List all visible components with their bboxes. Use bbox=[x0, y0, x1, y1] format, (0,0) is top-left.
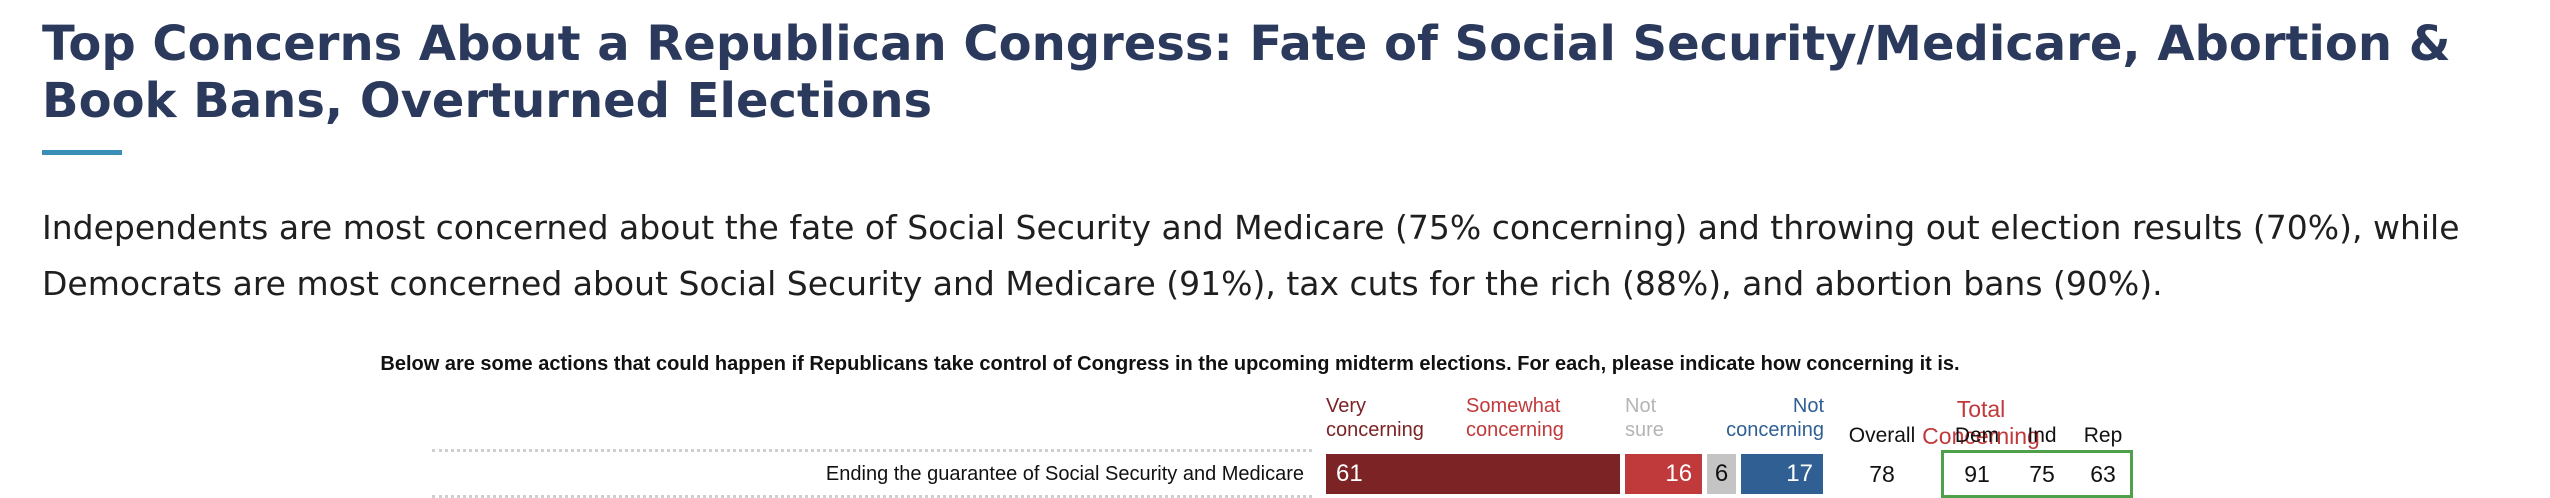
legend-not-line1: Not bbox=[1792, 395, 1824, 417]
bar-value-label: 6 bbox=[1714, 460, 1729, 487]
legend-not-line2: concerning bbox=[1726, 419, 1824, 441]
bar-value-label: 17 bbox=[1786, 460, 1813, 487]
bar-very-concerning: 61 bbox=[1326, 454, 1621, 494]
legend-not-concerning: Not concerning bbox=[1714, 394, 1824, 442]
legend-not-sure: Not sure bbox=[1625, 394, 1664, 442]
legend-very-line1: Very bbox=[1326, 395, 1367, 417]
legend-very-line2: concerning bbox=[1326, 419, 1424, 441]
overall-value: 78 bbox=[1869, 461, 1895, 487]
row-label: Ending the guarantee of Social Security … bbox=[825, 463, 1304, 485]
col-overall: Overall bbox=[1848, 424, 1916, 447]
intro-paragraph: Independents are most concerned about th… bbox=[42, 208, 2460, 303]
row-divider bbox=[432, 495, 1312, 498]
bar-not-sure: 6 bbox=[1707, 454, 1737, 494]
bar-value-label: 16 bbox=[1665, 460, 1693, 487]
legend-not-sure-line2: sure bbox=[1625, 419, 1664, 441]
col-rep: Rep bbox=[2083, 424, 2123, 447]
legend-somewhat-concerning: Somewhat concerning bbox=[1466, 394, 1564, 442]
total-concerning-header: Total Concerning bbox=[1922, 396, 2040, 449]
bar-not-concerning: 17 bbox=[1741, 454, 1823, 494]
legend-very-concerning: Very concerning bbox=[1326, 394, 1424, 442]
party-values-highlight bbox=[1941, 450, 2133, 498]
legend-not-sure-line1: Not bbox=[1625, 395, 1657, 417]
rep-value: 63 bbox=[2090, 461, 2116, 487]
title-underline bbox=[42, 150, 122, 155]
row-divider bbox=[432, 449, 1312, 452]
legend-somewhat-line1: Somewhat bbox=[1466, 395, 1561, 417]
col-ind: Ind bbox=[2027, 424, 2057, 447]
col-dem: Dem bbox=[1954, 424, 2000, 447]
page-title: Top Concerns About a Republican Congress… bbox=[42, 16, 2451, 129]
legend-somewhat-line2: concerning bbox=[1466, 419, 1564, 441]
dem-value: 91 bbox=[1964, 461, 1990, 487]
chart-question: Below are some actions that could happen… bbox=[380, 353, 1960, 375]
ind-value: 75 bbox=[2029, 461, 2055, 487]
bar-somewhat-concerning: 16 bbox=[1625, 454, 1703, 494]
bar-value-label: 61 bbox=[1336, 460, 1363, 487]
